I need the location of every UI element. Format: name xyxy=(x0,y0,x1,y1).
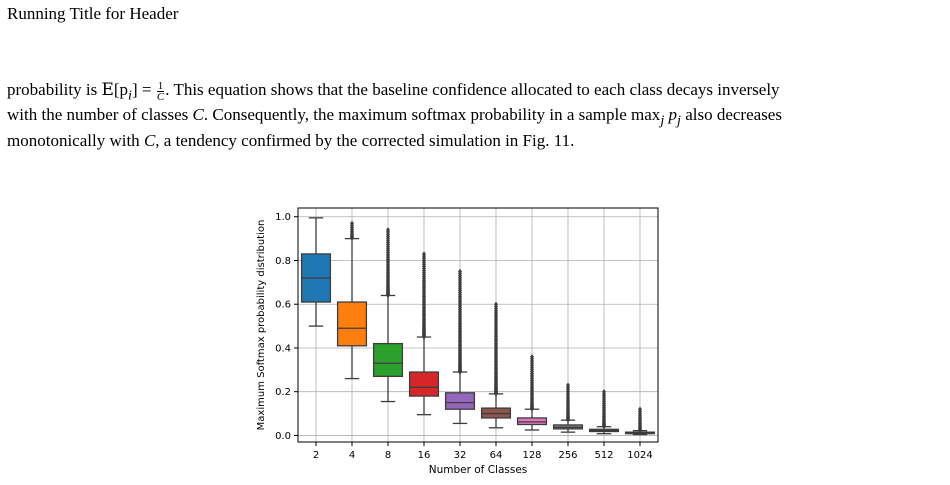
x-tick-label: 8 xyxy=(385,450,391,461)
x-tick-label: 16 xyxy=(418,450,431,461)
y-axis-label: Maximum Softmax probability distribution xyxy=(256,220,267,431)
math-variable: C xyxy=(192,105,204,125)
expectation-symbol: E xyxy=(101,80,114,100)
box-16 xyxy=(408,371,440,397)
paragraph-line-2: with the number of classes C. Consequent… xyxy=(7,105,945,130)
math-run: ] xyxy=(131,80,138,99)
text-run: with the number of classes xyxy=(7,105,193,125)
text-run: also decreases xyxy=(680,105,782,125)
box-128 xyxy=(516,417,548,426)
text-run: , a tendency confirmed by the corrected … xyxy=(155,130,575,150)
paragraph-line-3: monotonically with C, a tendency confirm… xyxy=(7,131,945,150)
math-variable: p xyxy=(664,105,678,125)
y-tick-label: 0.4 xyxy=(275,343,291,354)
math-subscript: j xyxy=(677,112,681,129)
running-title: Running Title for Header xyxy=(7,4,179,23)
math-variable: C xyxy=(143,130,156,150)
box-32 xyxy=(444,392,476,410)
text-run: . This equation shows that the baseline … xyxy=(165,80,780,99)
text-run: probability is xyxy=(7,80,102,99)
outlier-point xyxy=(350,220,354,226)
outlier-point xyxy=(386,227,390,233)
outlier-point xyxy=(458,268,462,275)
outlier-point xyxy=(566,382,570,388)
equals-sign: = xyxy=(137,80,156,99)
y-tick-label: 0.6 xyxy=(275,300,291,311)
math-run: [p xyxy=(113,80,129,99)
y-tick-label: 0.2 xyxy=(275,387,291,398)
outlier-point xyxy=(638,406,642,412)
fraction-denominator: C xyxy=(156,90,165,103)
outlier-point xyxy=(494,301,498,307)
fraction-numerator: 1 xyxy=(156,79,165,92)
math-subscript: j xyxy=(660,112,665,129)
outlier-point xyxy=(422,251,426,257)
outlier-point xyxy=(530,354,534,360)
y-tick-label: 0.8 xyxy=(275,256,291,267)
math-operator: max xyxy=(631,105,661,125)
figure-11: 0.0 0.2 0.4 0.6 0.8 1.0 2 4 8 16 32 64 128 256 512 1024… xyxy=(250,200,670,480)
text-run: monotonically with xyxy=(7,130,144,150)
x-axis-label: Number of Classes xyxy=(429,464,528,476)
box-plot-chart: 0.0 0.2 0.4 0.6 0.8 1.0 2 4 8 16 32 64 128 256 512 1024… xyxy=(256,207,659,476)
x-tick-label: 2 xyxy=(313,450,319,461)
x-tick-label: 256 xyxy=(558,450,577,461)
x-tick-label: 32 xyxy=(454,450,467,461)
math-subscript: i xyxy=(128,87,132,104)
x-tick-label: 128 xyxy=(522,450,541,461)
x-tick-label: 4 xyxy=(349,450,355,461)
text-run: . Consequently, the maximum softmax prob… xyxy=(203,105,632,125)
x-tick-label: 64 xyxy=(490,450,503,461)
outlier-point xyxy=(602,389,606,395)
plot-frame xyxy=(297,207,659,443)
y-tick-label: 1.0 xyxy=(275,212,291,223)
box-8 xyxy=(372,342,404,378)
x-tick-label: 1024 xyxy=(627,450,652,461)
y-tick-label: 0.0 xyxy=(275,431,291,442)
x-tick-label: 512 xyxy=(594,450,613,461)
box-4 xyxy=(336,301,368,347)
